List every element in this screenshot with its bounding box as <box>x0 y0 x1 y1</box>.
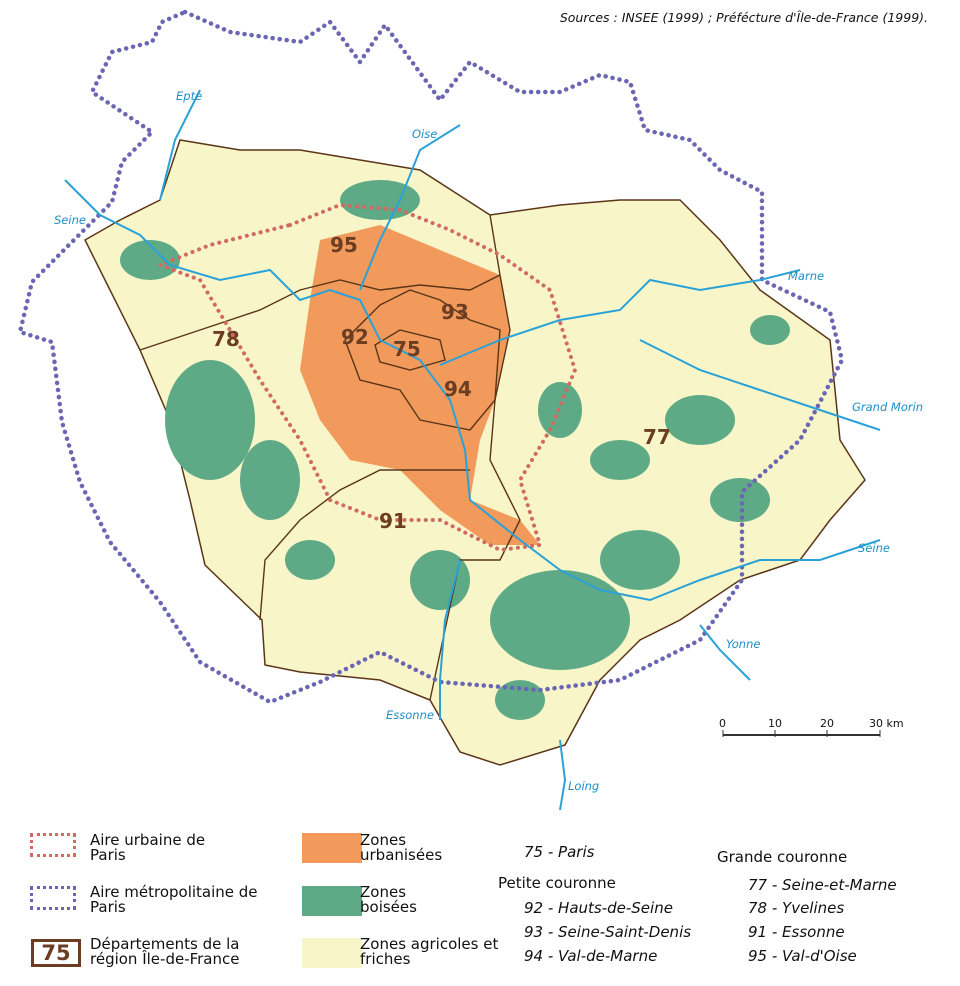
river-label: Yonne <box>726 637 760 651</box>
dept-label: 91 <box>379 509 407 533</box>
scale-tick: 10 <box>768 717 782 730</box>
river-label: Epte <box>176 89 202 103</box>
dept-label: 75 <box>393 337 421 361</box>
legend-dept: 78 - Yvelines <box>748 899 845 917</box>
dept-label: 95 <box>330 233 358 257</box>
dept-label: 77 <box>643 425 671 449</box>
source-note: Sources : INSEE (1999) ; Préfécture d'Îl… <box>559 10 928 25</box>
metro-area-swatch <box>30 886 76 910</box>
river-labels: Epte Oise Seine Marne Grand Morin Seine … <box>54 89 923 793</box>
dept-label: 94 <box>444 377 472 401</box>
urban-swatch <box>302 833 362 863</box>
legend-forest: Zones boisées <box>360 883 417 916</box>
urban-area-swatch <box>30 833 76 857</box>
scale-tick: 0 <box>719 717 726 730</box>
metro-area-outline <box>17 9 845 705</box>
department-labels: 95 78 92 93 75 94 77 91 <box>212 233 671 533</box>
legend-urban-area: Aire urbaine de Paris <box>90 831 206 864</box>
ile-de-france-map: Epte Oise Seine Marne Grand Morin Seine … <box>17 9 923 811</box>
legend-dept: 93 - Seine-Saint-Denis <box>524 923 692 941</box>
urban-area-outline <box>154 202 578 553</box>
legend-urbanised: Zones urbanisées <box>360 831 443 864</box>
river-label: Grand Morin <box>852 400 923 414</box>
legend-departments: Départements de la région Île-de-France <box>90 935 240 968</box>
river-label: Marne <box>788 269 824 283</box>
agri-swatch <box>302 938 362 968</box>
legend-dept: 94 - Val-de-Marne <box>524 947 658 965</box>
legend-petite-couronne: Petite couronne <box>498 874 616 892</box>
urban-zones <box>300 225 540 545</box>
rivers <box>64 89 881 811</box>
legend-dept: 91 - Essonne <box>748 923 845 941</box>
legend-metro-area: Aire métropolitaine de Paris <box>90 883 258 916</box>
legend-paris: 75 - Paris <box>524 843 595 861</box>
forest-zones <box>120 180 790 720</box>
forest-swatch <box>302 886 362 916</box>
dept-label: 78 <box>212 327 240 351</box>
legend-dept: 95 - Val-d'Oise <box>748 947 857 965</box>
department-borders <box>139 214 521 701</box>
river-label: Seine <box>858 541 890 555</box>
scale-tick: 20 <box>820 717 834 730</box>
scale-tick: 30 km <box>869 717 904 730</box>
river-label: Loing <box>568 779 599 793</box>
river-label: Seine <box>54 213 86 227</box>
dept-label: 93 <box>441 300 469 324</box>
dept-label: 92 <box>341 325 369 349</box>
river-label: Essonne <box>386 708 434 722</box>
scale-bar: 0 10 20 30 km <box>719 717 904 737</box>
dept-box-swatch: 75 <box>31 939 81 967</box>
legend-dept: 92 - Hauts-de-Seine <box>524 899 673 917</box>
legend-dept: 77 - Seine-et-Marne <box>748 876 897 894</box>
legend-grande-couronne: Grande couronne <box>717 848 848 866</box>
legend-agri: Zones agricoles et friches <box>360 935 499 968</box>
river-label: Oise <box>412 127 437 141</box>
